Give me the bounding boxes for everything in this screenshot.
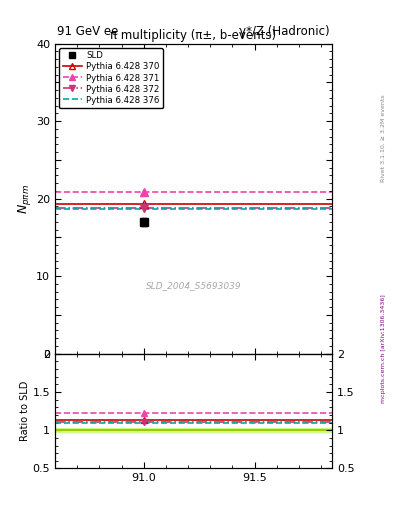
Bar <box>55 428 332 433</box>
Title: π multiplicity (π±, b-events): π multiplicity (π±, b-events) <box>110 29 277 42</box>
Y-axis label: $N_{p\pi m}$: $N_{p\pi m}$ <box>16 183 33 214</box>
Y-axis label: Ratio to SLD: Ratio to SLD <box>20 381 30 441</box>
Text: γ*/Z (Hadronic): γ*/Z (Hadronic) <box>239 26 330 38</box>
Text: mcplots.cern.ch [arXiv:1306.3436]: mcplots.cern.ch [arXiv:1306.3436] <box>381 294 386 402</box>
Text: 91 GeV ee: 91 GeV ee <box>57 26 118 38</box>
Text: Rivet 3.1.10, ≥ 3.2M events: Rivet 3.1.10, ≥ 3.2M events <box>381 94 386 182</box>
Legend: SLD, Pythia 6.428 370, Pythia 6.428 371, Pythia 6.428 372, Pythia 6.428 376: SLD, Pythia 6.428 370, Pythia 6.428 371,… <box>59 48 163 109</box>
Text: SLD_2004_S5693039: SLD_2004_S5693039 <box>146 281 241 290</box>
